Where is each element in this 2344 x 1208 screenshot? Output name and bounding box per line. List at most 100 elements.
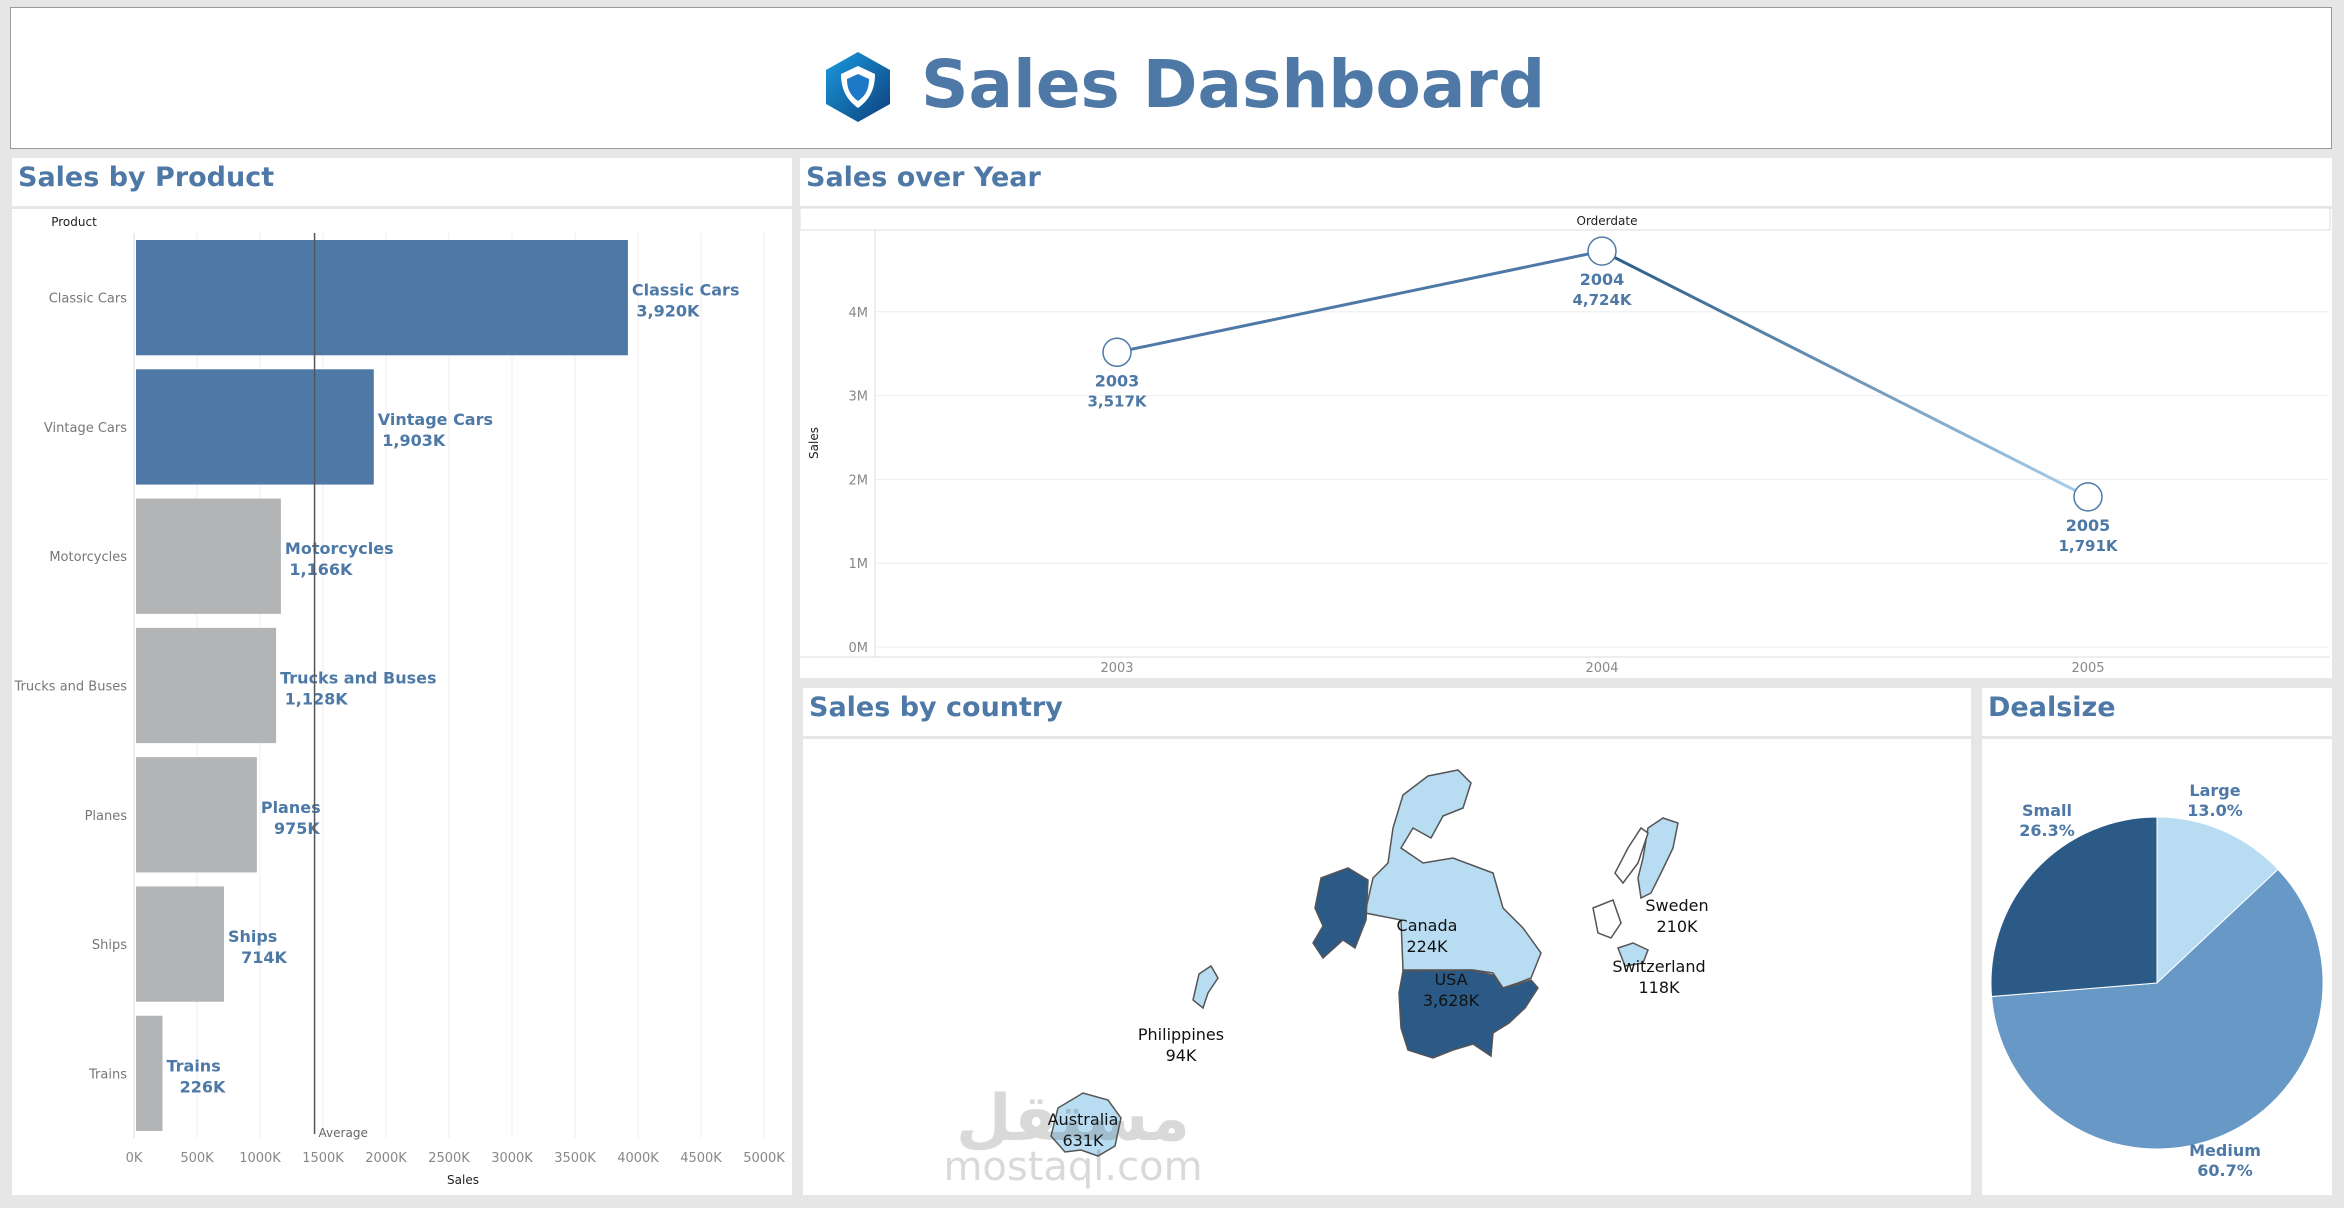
country-name-label: Canada — [1397, 916, 1458, 935]
average-label: Average — [319, 1126, 368, 1140]
point-year-label: 2004 — [1580, 270, 1625, 289]
bar-value-label: 1,166K — [289, 560, 353, 579]
sales-over-year-panel: Sales over Year Orderdate 0M 1M 2M 3M 4M Sales… — [800, 158, 2332, 678]
line-segment — [1601, 249, 2089, 499]
bar-name-label: Planes — [261, 798, 321, 817]
product-bar[interactable] — [136, 757, 257, 873]
hexagon-shield-logo-icon — [826, 52, 890, 122]
x-tick-label: 1000K — [239, 1151, 281, 1166]
pie-slice[interactable] — [2156, 816, 2279, 985]
product-category-label: Vintage Cars — [44, 421, 127, 436]
bar-value-label: 3,920K — [636, 302, 700, 321]
title-divider — [12, 206, 792, 209]
x-tick-label: 500K — [180, 1151, 214, 1166]
sweden-shape[interactable] — [1637, 817, 1679, 900]
canada-shape[interactable] — [1364, 769, 1542, 989]
pie-slice-name: Small — [2022, 801, 2072, 820]
deal-panel-title: Dealsize — [1988, 692, 2116, 723]
y-tick-label: 3M — [849, 390, 869, 405]
bar-name-label: Vintage Cars — [378, 410, 493, 429]
x-tick-label: 2003 — [1100, 661, 1133, 676]
country-name-label: Philippines — [1138, 1025, 1224, 1044]
bar-value-label: 226K — [180, 1077, 226, 1096]
sales-by-product-panel: Sales by Product 0K 500K 1000K 1500K 2000K 25… — [12, 158, 792, 1195]
x-tick-label: 3000K — [491, 1151, 533, 1166]
product-bar-chart: 0K 500K 1000K 1500K 2000K 2500K 3000K 3500K 4000… — [14, 215, 786, 1187]
bar-name-label: Ships — [228, 927, 277, 946]
x-tick-label: 2005 — [2071, 661, 2104, 676]
product-bar[interactable] — [136, 369, 374, 485]
alaska-shape[interactable] — [1312, 867, 1369, 960]
point-year-label: 2005 — [2066, 516, 2111, 535]
product-bar[interactable] — [136, 498, 281, 614]
x-tick-label: 0K — [126, 1151, 143, 1166]
bar-name-label: Motorcycles — [285, 539, 394, 558]
country-name-label: Australia — [1048, 1110, 1119, 1129]
country-value-label: 631K — [1062, 1131, 1104, 1150]
country-name-label: Sweden — [1645, 896, 1708, 915]
switzerland-shape[interactable] — [1617, 942, 1649, 967]
country-value-label: 210K — [1656, 917, 1698, 936]
year-panel-title: Sales over Year — [806, 162, 1041, 193]
watermark-arabic: مستقل — [956, 1082, 1190, 1156]
usa-shape[interactable] — [1398, 969, 1539, 1059]
year-point[interactable] — [1587, 236, 1617, 266]
country-name-label: Switzerland — [1612, 957, 1705, 976]
bar-value-label: 1,903K — [382, 431, 446, 450]
point-value-label: 1,791K — [2058, 537, 2118, 555]
orderdate-header-band — [800, 207, 2331, 231]
product-category-label: Trains — [88, 1067, 127, 1082]
philippines-shape[interactable] — [1192, 964, 1219, 1010]
bar-name-label: Classic Cars — [632, 281, 740, 300]
bar-name-label: Trucks and Buses — [280, 669, 436, 688]
pie-slice-percent: 60.7% — [2197, 1161, 2253, 1180]
watermark-latin: mostaql.com — [943, 1144, 1202, 1190]
x-tick-label: 4500K — [680, 1151, 722, 1166]
product-bar[interactable] — [136, 1015, 163, 1131]
product-bar[interactable] — [136, 240, 628, 356]
country-name-label: USA — [1434, 970, 1467, 989]
country-panel-title: Sales by country — [809, 692, 1063, 723]
sales-by-country-panel: Sales by country Canada 224K USA 3,628K Swed… — [803, 688, 1971, 1195]
title-divider — [1982, 736, 2332, 739]
x-tick-label: 5000K — [743, 1151, 785, 1166]
point-year-label: 2003 — [1095, 371, 1140, 390]
orderdate-header: Orderdate — [1577, 214, 1638, 228]
product-bar[interactable] — [136, 886, 224, 1002]
pie-slice-name: Large — [2189, 781, 2240, 800]
year-point[interactable] — [1102, 337, 1132, 368]
country-value-label: 224K — [1406, 937, 1448, 956]
y-tick-label: 1M — [849, 557, 869, 572]
country-map: Canada 224K USA 3,628K Sweden 210K Switzerland… — [943, 769, 1709, 1190]
x-tick-label: 1500K — [302, 1151, 344, 1166]
country-value-label: 118K — [1638, 978, 1680, 997]
sales-axis-header: Sales — [447, 1173, 479, 1187]
pie-slice-percent: 26.3% — [2019, 821, 2075, 840]
product-category-label: Planes — [85, 809, 128, 824]
product-panel-title: Sales by Product — [18, 162, 275, 193]
x-tick-label: 3500K — [554, 1151, 596, 1166]
y-tick-label: 2M — [849, 473, 869, 488]
pie-slice[interactable] — [1991, 868, 2324, 1150]
product-category-label: Motorcycles — [49, 550, 127, 565]
title-divider — [803, 736, 1971, 739]
x-tick-label: 2500K — [428, 1151, 470, 1166]
x-tick-label: 2000K — [365, 1151, 407, 1166]
norway-outline — [1614, 826, 1649, 885]
year-point[interactable] — [2073, 482, 2103, 512]
australia-shape[interactable] — [1050, 1092, 1122, 1157]
dealsize-panel: Dealsize Large 13.0% Medium 60.7% Small 26.3% — [1982, 688, 2332, 1195]
dashboard-header: Sales Dashboard — [10, 7, 2332, 149]
y-tick-label: 0M — [849, 641, 869, 656]
point-value-label: 3,517K — [1087, 392, 1147, 410]
product-category-label: Ships — [92, 938, 127, 953]
product-axis-header: Product — [51, 215, 97, 229]
mostaql-watermark: مستقل mostaql.com — [943, 1082, 1202, 1190]
y-tick-label: 4M — [849, 306, 869, 321]
pie-slice[interactable] — [1990, 816, 2158, 998]
x-tick-label: 4000K — [617, 1151, 659, 1166]
pie-slice-name: Medium — [2189, 1141, 2261, 1160]
product-bar[interactable] — [136, 627, 277, 744]
product-category-label: Trucks and Buses — [14, 680, 128, 695]
